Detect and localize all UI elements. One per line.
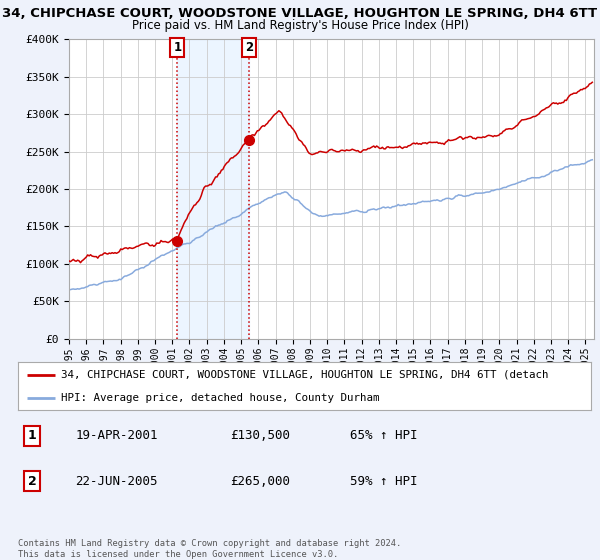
Text: 65% ↑ HPI: 65% ↑ HPI — [350, 430, 418, 442]
Text: 22-JUN-2005: 22-JUN-2005 — [76, 474, 158, 488]
Text: 34, CHIPCHASE COURT, WOODSTONE VILLAGE, HOUGHTON LE SPRING, DH4 6TT (detach: 34, CHIPCHASE COURT, WOODSTONE VILLAGE, … — [61, 370, 548, 380]
Text: £265,000: £265,000 — [230, 474, 290, 488]
Text: 2: 2 — [28, 474, 37, 488]
Text: HPI: Average price, detached house, County Durham: HPI: Average price, detached house, Coun… — [61, 393, 379, 403]
Text: £130,500: £130,500 — [230, 430, 290, 442]
Text: 59% ↑ HPI: 59% ↑ HPI — [350, 474, 418, 488]
Text: Contains HM Land Registry data © Crown copyright and database right 2024.
This d: Contains HM Land Registry data © Crown c… — [18, 539, 401, 559]
Text: 34, CHIPCHASE COURT, WOODSTONE VILLAGE, HOUGHTON LE SPRING, DH4 6TT: 34, CHIPCHASE COURT, WOODSTONE VILLAGE, … — [2, 7, 598, 20]
Text: Price paid vs. HM Land Registry's House Price Index (HPI): Price paid vs. HM Land Registry's House … — [131, 19, 469, 32]
Text: 19-APR-2001: 19-APR-2001 — [76, 430, 158, 442]
Text: 1: 1 — [173, 41, 182, 54]
Text: 1: 1 — [28, 430, 37, 442]
Bar — [178, 39, 249, 339]
Text: 2: 2 — [245, 41, 253, 54]
